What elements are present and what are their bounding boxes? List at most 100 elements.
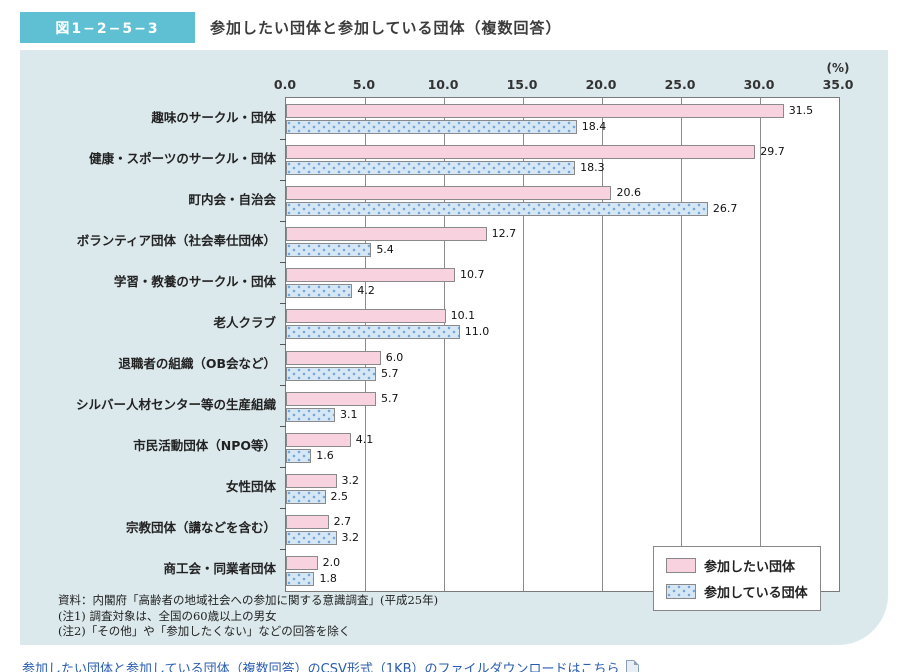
figure-title: 参加したい団体と参加している団体（複数回答） — [210, 19, 562, 37]
bar-participating — [286, 284, 353, 299]
figure-number-tag: 図1−2−5−3 — [20, 12, 195, 43]
chart-panel: (%) 0.0 5.0 10.0 15.0 20.0 25.0 30.0 35.0 趣味のサー… — [20, 50, 888, 645]
y-axis-tick — [280, 138, 286, 140]
bar-value-label: 6.0 — [385, 350, 404, 364]
gridline — [602, 98, 603, 591]
y-axis-tick — [280, 302, 286, 304]
bar-value-label: 4.1 — [355, 432, 374, 446]
csv-download-link[interactable]: 参加したい団体と参加している団体（複数回答）のCSV形式（1KB）のファイルダウ… — [22, 658, 639, 672]
x-tick-label: 30.0 — [743, 77, 775, 92]
category-label: 商工会・同業者団体 — [163, 561, 276, 577]
bar-want — [286, 309, 446, 324]
gridline — [444, 98, 445, 591]
bar-participating — [286, 366, 377, 381]
y-axis-tick — [280, 385, 286, 387]
y-axis-tick — [280, 179, 286, 181]
bar-value-label: 3.1 — [339, 407, 358, 421]
bar-value-label: 5.7 — [381, 391, 399, 405]
bar-value-label: 26.7 — [712, 202, 738, 216]
bar-value-label: 1.6 — [316, 448, 334, 462]
legend-label-participating: 参加している団体 — [704, 586, 808, 601]
y-axis-tick — [280, 467, 286, 469]
bar-want — [286, 104, 784, 118]
axis-unit-label: (%) — [826, 61, 850, 75]
note-2: (注2)「その他」や「参加したくない」などの回答を除く — [58, 624, 351, 638]
bar-value-label: 11.0 — [464, 325, 490, 339]
bar-participating — [286, 202, 708, 217]
category-label: 宗教団体（講などを含む） — [125, 520, 276, 536]
bar-value-label: 4.2 — [357, 284, 375, 298]
legend-item-participating: 参加している団体 — [666, 582, 808, 601]
bar-participating — [286, 161, 576, 176]
gridline — [681, 98, 682, 591]
bar-participating — [286, 530, 337, 545]
note-1: (注1) 調査対象は、全国の60歳以上の男女 — [58, 608, 277, 623]
x-tick-label: 0.0 — [273, 77, 297, 92]
bar-value-label: 31.5 — [788, 104, 814, 117]
y-axis-tick — [280, 549, 286, 551]
x-tick-label: 5.0 — [352, 77, 376, 92]
file-icon — [625, 659, 639, 672]
bar-want — [286, 473, 337, 488]
category-label: シルバー人材センター等の生産組織 — [75, 397, 276, 413]
bar-want — [286, 227, 487, 242]
bar-want — [286, 555, 318, 570]
figure-header: 図1−2−5−3 参加したい団体と参加している団体（複数回答） — [20, 12, 888, 43]
x-tick-label: 20.0 — [585, 77, 617, 92]
bar-participating — [286, 120, 577, 134]
bar-value-label: 5.7 — [381, 366, 399, 380]
category-label: 学習・教養のサークル・団体 — [113, 273, 276, 289]
x-tick-label: 35.0 — [822, 77, 854, 92]
plot-area: 31.5 18.4 29.7 18.3 20.6 26.7 12.7 5.4 10.7 4.2 10… — [280, 97, 840, 592]
category-label: 退職者の組織（OB会など） — [118, 356, 276, 372]
bar-value-label: 18.4 — [581, 120, 607, 133]
bar-participating — [286, 571, 315, 586]
bar-participating — [286, 325, 460, 340]
y-axis-tick — [280, 426, 286, 428]
bar-participating — [286, 243, 372, 258]
bar-value-label: 1.8 — [319, 571, 337, 585]
csv-download-link-text[interactable]: 参加したい団体と参加している団体（複数回答）のCSV形式（1KB）のファイルダウ… — [22, 662, 620, 672]
category-label: 市民活動団体（NPO等） — [133, 438, 276, 454]
category-label: 健康・スポーツのサークル・団体 — [89, 150, 276, 166]
bar-want — [286, 268, 456, 283]
bar-participating — [286, 489, 326, 504]
bar-value-label: 12.7 — [491, 227, 517, 241]
category-label: 町内会・自治会 — [188, 191, 276, 207]
bar-value-label: 5.4 — [376, 243, 394, 257]
bar-value-label: 20.6 — [616, 186, 641, 200]
y-axis-tick — [280, 508, 286, 510]
category-label: 趣味のサークル・団体 — [151, 109, 276, 125]
bar-want — [286, 391, 377, 406]
gridline — [365, 98, 366, 591]
x-tick-label: 15.0 — [506, 77, 538, 92]
bar-value-label: 10.1 — [450, 309, 476, 323]
y-axis-tick — [280, 344, 286, 345]
bar-want — [286, 350, 381, 365]
bar-value-label: 2.5 — [330, 489, 349, 503]
gridline — [523, 98, 524, 591]
x-tick-label: 25.0 — [664, 77, 696, 92]
category-label: 老人クラブ — [213, 314, 276, 330]
notes: 資料：内閣府「高齢者の地域社会への参加に関する意識調査」(平成25年) (注1)… — [58, 593, 438, 640]
bar-value-label: 2.7 — [333, 514, 352, 528]
category-label: 女性団体 — [225, 479, 276, 495]
source-note: 資料：内閣府「高齢者の地域社会への参加に関する意識調査」(平成25年) — [58, 593, 439, 607]
bar-value-label: 3.2 — [341, 473, 360, 487]
legend-swatch-blue-dotted — [666, 584, 696, 599]
bar-value-label: 10.7 — [460, 268, 485, 282]
bar-want — [286, 432, 351, 447]
bar-want — [286, 514, 329, 529]
gridline — [760, 98, 761, 591]
legend-item-want: 参加したい団体 — [666, 556, 808, 575]
bar-value-label: 18.3 — [580, 161, 605, 175]
bar-participating — [286, 448, 312, 463]
legend: 参加したい団体 参加している団体 — [653, 546, 821, 611]
legend-label-want: 参加したい団体 — [704, 560, 796, 575]
bar-value-label: 2.0 — [322, 555, 341, 569]
bar-value-label: 3.2 — [341, 530, 360, 544]
bar-want — [286, 186, 612, 201]
x-tick-label: 10.0 — [427, 77, 459, 92]
y-axis-tick — [280, 261, 286, 263]
